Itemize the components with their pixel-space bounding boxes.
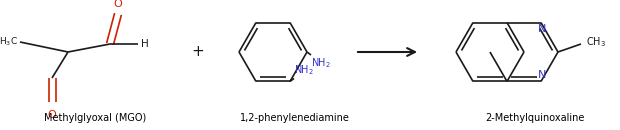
Text: NH$_2$: NH$_2$ (311, 56, 331, 70)
Text: 1,2-phenylenediamine: 1,2-phenylenediamine (240, 113, 350, 123)
Text: H: H (141, 39, 149, 49)
Text: NH$_2$: NH$_2$ (294, 64, 314, 77)
Text: H$_3$C: H$_3$C (0, 36, 18, 48)
Text: O: O (113, 0, 122, 9)
Text: 2-Methylquinoxaline: 2-Methylquinoxaline (485, 113, 585, 123)
Text: O: O (48, 110, 56, 120)
Text: +: + (192, 44, 205, 60)
Text: N: N (538, 24, 546, 34)
Text: N: N (538, 70, 546, 80)
Text: CH$_3$: CH$_3$ (586, 35, 606, 49)
Text: Methylglyoxal (MGO): Methylglyoxal (MGO) (44, 113, 146, 123)
